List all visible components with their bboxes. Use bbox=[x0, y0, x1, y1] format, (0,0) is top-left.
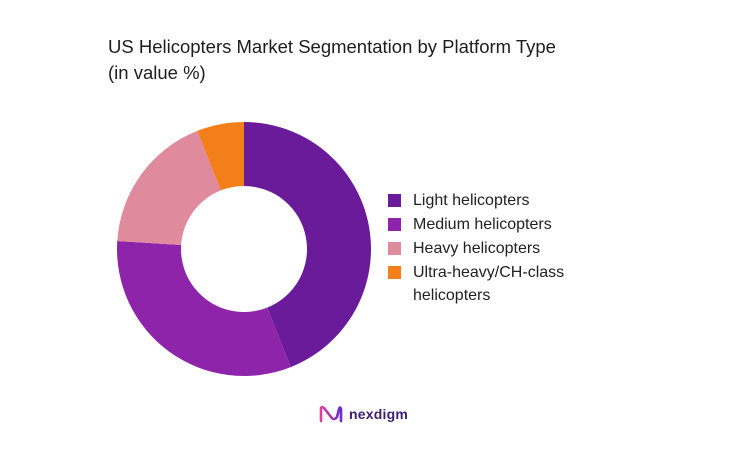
chart-title: US Helicopters Market Segmentation by Pl… bbox=[108, 34, 668, 86]
donut-slice-ultra-heavy bbox=[197, 122, 244, 191]
nexdigm-logo-icon bbox=[319, 405, 343, 423]
legend-swatch-heavy bbox=[388, 242, 401, 255]
legend-item-medium: Medium helicopters bbox=[388, 213, 648, 236]
chart-title-main: US Helicopters Market Segmentation by Pl… bbox=[108, 36, 556, 57]
donut-slice-medium bbox=[117, 241, 291, 376]
legend-label-light: Light helicopters bbox=[413, 192, 530, 209]
legend-swatch-light bbox=[388, 194, 401, 207]
logo-text: nexdigm bbox=[349, 406, 408, 422]
chart-subtitle: (in value %) bbox=[108, 62, 206, 83]
legend-item-heavy: Heavy helicopters bbox=[388, 237, 648, 260]
chart-legend: Light helicopters Medium helicopters Hea… bbox=[388, 189, 648, 308]
legend-swatch-ultra-heavy bbox=[388, 266, 401, 279]
donut-slice-light bbox=[244, 122, 371, 368]
donut-slices bbox=[117, 122, 371, 376]
legend-swatch-medium bbox=[388, 218, 401, 231]
brand-logo: nexdigm bbox=[318, 404, 408, 424]
legend-item-ultra-heavy: Ultra-heavy/CH-class helicopters bbox=[388, 261, 648, 307]
legend-item-light: Light helicopters bbox=[388, 189, 648, 212]
legend-label-heavy: Heavy helicopters bbox=[413, 240, 541, 257]
legend-label-ultra-heavy: Ultra-heavy/CH-class helicopters bbox=[413, 264, 565, 304]
legend-label-medium: Medium helicopters bbox=[413, 216, 552, 233]
donut-slice-heavy bbox=[117, 130, 221, 246]
